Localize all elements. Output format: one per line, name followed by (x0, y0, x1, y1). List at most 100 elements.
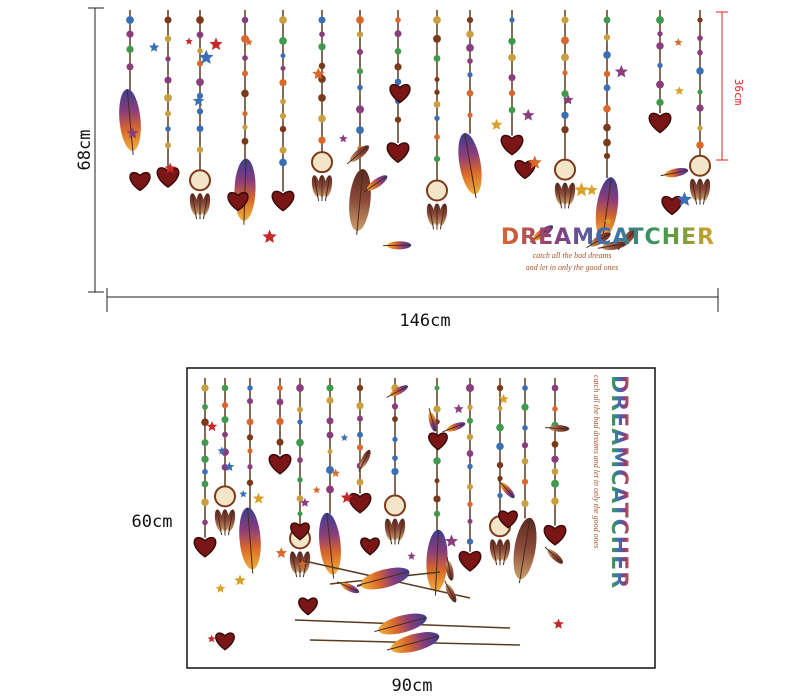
decal-artwork-top (119, 10, 711, 251)
bead (297, 511, 303, 517)
star (490, 118, 503, 130)
feather-quill (439, 203, 446, 230)
feather-quill (324, 175, 331, 202)
star (252, 492, 265, 504)
heart (215, 632, 235, 651)
bead (603, 123, 611, 132)
dreamcatcher-hoop (554, 158, 576, 181)
decal-artwork-bottom (193, 378, 570, 653)
bead (394, 63, 402, 71)
feather-quill (346, 145, 369, 165)
bead (603, 70, 611, 78)
bead (164, 110, 172, 117)
bead (561, 53, 569, 62)
heart (290, 522, 310, 541)
bead (466, 30, 474, 39)
heart (498, 510, 518, 529)
feather-quill (597, 243, 626, 249)
bead (561, 16, 569, 24)
bead (222, 431, 228, 438)
bead (165, 126, 171, 132)
bead (318, 16, 326, 24)
bead (657, 31, 663, 37)
star (553, 618, 564, 629)
bead (164, 76, 172, 84)
bead (466, 538, 474, 545)
bead (318, 43, 326, 51)
bead (392, 416, 398, 422)
bead (296, 495, 304, 503)
heart (648, 112, 672, 134)
feather-quill (446, 556, 453, 581)
drop-label: 36cm (732, 79, 745, 106)
feather-quill (313, 175, 320, 202)
bead (279, 36, 287, 45)
bead (356, 126, 364, 134)
bead (497, 405, 503, 411)
bead (433, 34, 441, 43)
bead (551, 455, 559, 463)
bead (433, 55, 441, 62)
bead (394, 78, 402, 86)
bead (467, 404, 473, 410)
bead (202, 519, 208, 526)
bead (561, 111, 569, 119)
star (164, 162, 176, 174)
star (300, 497, 310, 507)
bead (466, 483, 474, 490)
star (224, 461, 235, 471)
bead (356, 478, 364, 486)
bead (356, 105, 364, 114)
feather-quill (227, 509, 234, 536)
feather-quill (464, 133, 477, 199)
heart (129, 171, 151, 192)
bead (394, 30, 402, 38)
bead (221, 384, 229, 392)
bead (247, 385, 253, 391)
bead (164, 94, 172, 102)
bead (603, 51, 611, 59)
feather-quill (518, 517, 531, 584)
bead (395, 17, 401, 23)
bead (356, 402, 364, 410)
bead (551, 440, 559, 448)
bead (521, 499, 529, 508)
bead (697, 49, 703, 56)
bead (508, 74, 516, 82)
bead (201, 455, 209, 463)
bead (508, 37, 516, 45)
bead (326, 417, 334, 425)
dreamcatcher-hoop (189, 169, 211, 192)
feather-quill (202, 193, 209, 220)
bead (357, 431, 363, 438)
bead (326, 396, 334, 405)
bead (279, 146, 287, 154)
star (126, 127, 139, 139)
bead (433, 510, 441, 517)
bead (522, 385, 528, 391)
bead (466, 384, 474, 392)
star (206, 421, 218, 432)
bead (165, 142, 171, 149)
sheet-width-label: 90cm (392, 676, 433, 696)
bead (279, 158, 287, 167)
star (614, 65, 628, 78)
bead (466, 433, 474, 441)
bead (201, 498, 209, 506)
bead (467, 112, 473, 118)
bead (467, 518, 473, 524)
star (453, 403, 464, 414)
star (209, 37, 223, 50)
feather-quill (586, 232, 611, 249)
star (198, 49, 214, 64)
star (677, 191, 692, 206)
bead (196, 78, 204, 87)
bead (247, 448, 253, 454)
feather-quill (302, 551, 309, 578)
heart (661, 195, 683, 216)
heart (514, 159, 536, 180)
heart (193, 536, 217, 558)
bead (434, 89, 440, 95)
bead (552, 406, 558, 412)
bead (276, 398, 284, 406)
